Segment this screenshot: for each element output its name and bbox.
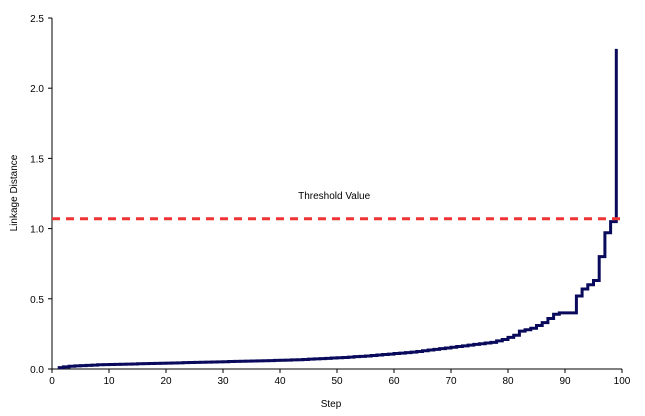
y-tick-label: 2.5	[30, 14, 44, 25]
y-axis-title: Linkage Distance	[9, 154, 20, 231]
y-ticks: 0.0 0.5 1.0 1.5 2.0 2.5	[30, 14, 52, 376]
x-tick-label: 80	[502, 376, 514, 387]
x-tick-label: 40	[274, 376, 286, 387]
x-ticks: 0 10 20 30 40 50 60 70 80 90 100	[49, 369, 631, 387]
y-tick-label: 0.5	[30, 295, 44, 306]
x-tick-label: 60	[388, 376, 400, 387]
y-tick-label: 1.5	[30, 154, 44, 165]
linkage-distance-series	[57, 48, 618, 370]
x-tick-label: 70	[445, 376, 457, 387]
y-tick-label: 0.0	[30, 365, 44, 376]
y-tick-label: 1.0	[30, 225, 44, 236]
threshold-label: Threshold Value	[298, 191, 371, 202]
x-tick-label: 20	[160, 376, 172, 387]
y-tick-label: 2.0	[30, 84, 44, 95]
x-axis-title: Step	[321, 399, 342, 410]
x-tick-label: 30	[217, 376, 229, 387]
x-tick-label: 0	[49, 376, 55, 387]
x-tick-label: 100	[614, 376, 631, 387]
x-tick-label: 50	[331, 376, 343, 387]
x-tick-label: 10	[103, 376, 115, 387]
x-tick-label: 90	[559, 376, 571, 387]
